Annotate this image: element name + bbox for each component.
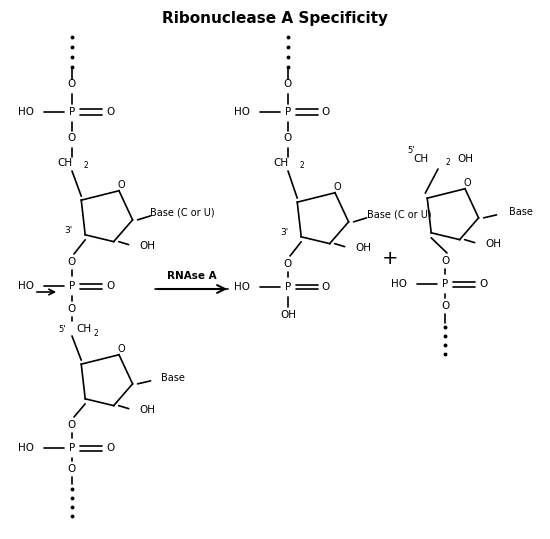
- Text: O: O: [479, 279, 487, 289]
- Text: O: O: [117, 179, 125, 190]
- Text: P: P: [285, 282, 291, 292]
- Text: 5': 5': [408, 147, 415, 155]
- Text: O: O: [441, 256, 449, 266]
- Text: 5': 5': [58, 324, 66, 334]
- Text: OH: OH: [457, 154, 473, 164]
- Text: OH: OH: [280, 310, 296, 320]
- Text: OH: OH: [140, 240, 156, 251]
- Text: P: P: [69, 107, 75, 117]
- Text: P: P: [442, 279, 448, 289]
- Text: 2: 2: [445, 158, 450, 168]
- Text: HO: HO: [18, 443, 34, 453]
- Text: O: O: [68, 304, 76, 314]
- Text: Base: Base: [509, 207, 532, 217]
- Text: HO: HO: [391, 279, 407, 289]
- Text: HO: HO: [234, 282, 250, 292]
- Text: P: P: [285, 107, 291, 117]
- Text: HO: HO: [234, 107, 250, 117]
- Text: O: O: [68, 79, 76, 89]
- Text: O: O: [322, 282, 330, 292]
- Text: Base (C or U): Base (C or U): [367, 210, 432, 220]
- Text: O: O: [106, 443, 114, 453]
- Text: RNAse A: RNAse A: [167, 271, 217, 281]
- Text: 3': 3': [280, 229, 288, 237]
- Text: 2: 2: [84, 162, 89, 170]
- Text: OH: OH: [486, 239, 502, 248]
- Text: Base: Base: [161, 373, 184, 383]
- Text: P: P: [69, 281, 75, 291]
- Text: O: O: [284, 79, 292, 89]
- Text: O: O: [68, 420, 76, 430]
- Text: O: O: [106, 107, 114, 117]
- Text: HO: HO: [18, 281, 34, 291]
- Text: 2: 2: [300, 162, 305, 170]
- Text: CH: CH: [57, 158, 73, 168]
- Text: +: +: [382, 250, 398, 268]
- Text: O: O: [322, 107, 330, 117]
- Text: O: O: [333, 182, 341, 192]
- Text: OH: OH: [140, 405, 156, 414]
- Text: O: O: [284, 259, 292, 269]
- Text: HO: HO: [18, 107, 34, 117]
- Text: Ribonuclease A Specificity: Ribonuclease A Specificity: [162, 11, 388, 26]
- Text: Base (C or U): Base (C or U): [150, 208, 215, 218]
- Text: O: O: [106, 281, 114, 291]
- Text: O: O: [284, 133, 292, 143]
- Text: CH: CH: [76, 324, 91, 334]
- Text: CH: CH: [273, 158, 289, 168]
- Text: P: P: [69, 443, 75, 453]
- Text: O: O: [68, 257, 76, 267]
- Text: O: O: [68, 464, 76, 474]
- Text: O: O: [441, 301, 449, 311]
- Text: O: O: [68, 133, 76, 143]
- Text: 3': 3': [64, 226, 72, 236]
- Text: OH: OH: [356, 243, 372, 253]
- Text: CH: CH: [414, 154, 429, 164]
- Text: O: O: [117, 344, 125, 354]
- Text: 2: 2: [94, 328, 99, 337]
- Text: O: O: [463, 178, 471, 188]
